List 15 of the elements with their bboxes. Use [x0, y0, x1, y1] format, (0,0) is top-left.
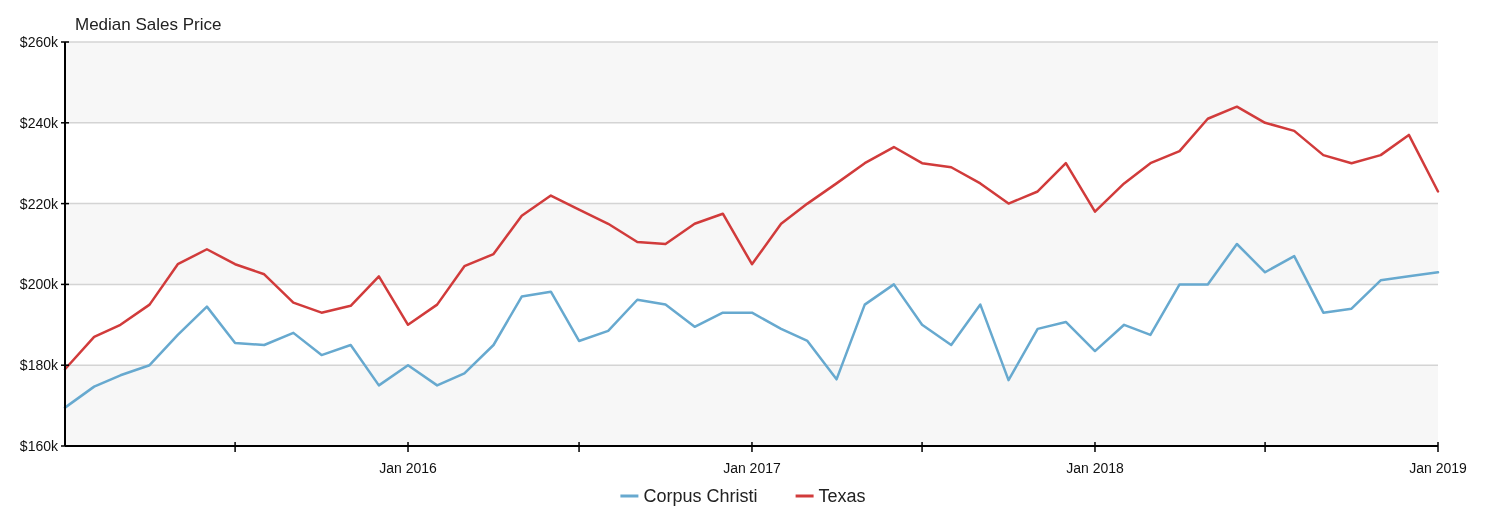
chart-title: Median Sales Price	[75, 15, 222, 34]
y-tick-label: $180k	[19, 357, 59, 374]
line-series	[63, 105, 1440, 371]
y-tick-label: $220k	[19, 195, 59, 212]
x-tick-label: Jan 2017	[723, 460, 781, 476]
x-tick-label: Jan 2018	[1066, 460, 1124, 476]
y-tick-label: $200k	[19, 276, 59, 293]
y-tick-label: $160k	[19, 437, 59, 454]
legend-label: Corpus Christi	[643, 486, 758, 506]
x-tick-label: Jan 2019	[1409, 460, 1468, 476]
x-tick-label: Jan 2016	[379, 460, 438, 476]
legend-label: Texas	[818, 486, 866, 506]
line-series	[63, 242, 1440, 409]
y-tick-label: $240k	[19, 114, 59, 131]
y-tick-label: $260k	[19, 33, 59, 50]
